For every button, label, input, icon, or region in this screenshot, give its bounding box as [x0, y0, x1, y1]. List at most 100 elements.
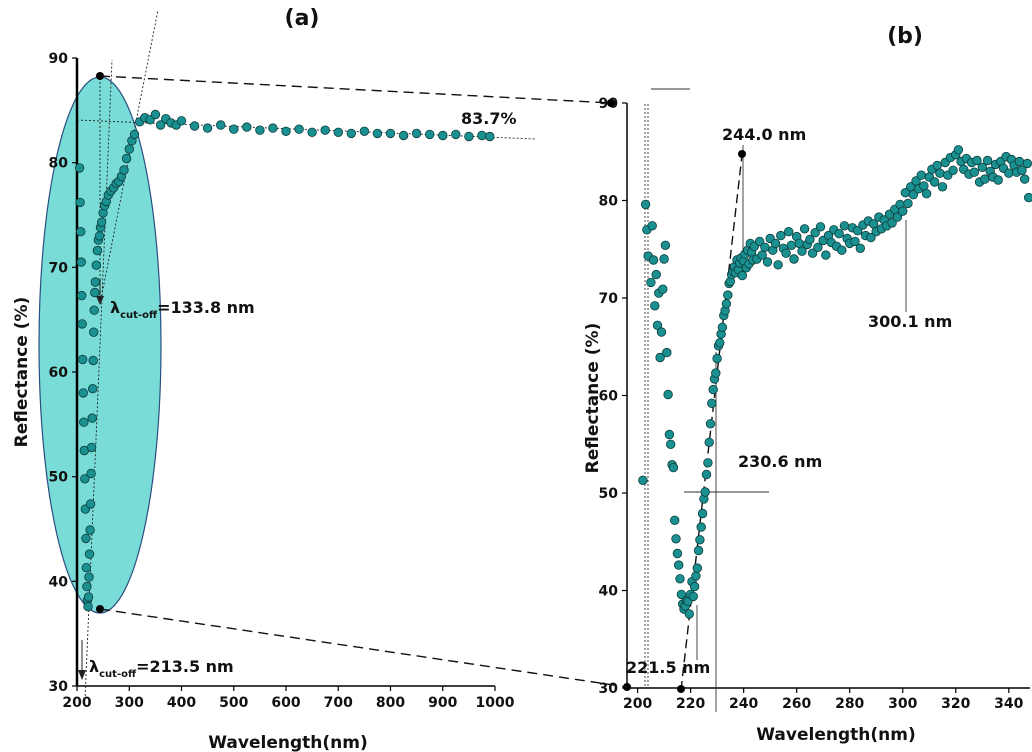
panel-a-y-axis-title: Reflectance (%): [12, 297, 32, 448]
panel-a-data-point: [81, 563, 92, 573]
panel-a-data-point: [81, 533, 91, 544]
panel-a-x-tick-label: 600: [271, 695, 300, 711]
panel-b-y-tick-label: 30: [599, 681, 619, 697]
panel-b-y-tick-label: 70: [599, 291, 619, 307]
panel-b-data-point: [646, 277, 656, 288]
panel-b-data-point: [647, 221, 657, 231]
panel-b-x-tick-label: 220: [676, 696, 705, 712]
panel-b-y-tick-label: 80: [599, 194, 619, 210]
panel-b-data-point: [1014, 156, 1025, 167]
panel-a-data-point: [90, 277, 101, 287]
panel-a-y-tick-label: 40: [49, 574, 69, 590]
panel-a-data-point: [425, 129, 435, 140]
panel-b-data-point: [721, 299, 732, 309]
panel-b-data-point: [1004, 168, 1014, 178]
panel-b-data-point: [853, 225, 863, 236]
panel-a-data-point: [83, 601, 93, 612]
panel-b-x-tick-label: 300: [888, 696, 917, 712]
panel-a-data-point: [88, 327, 99, 337]
panel-b-x-tick-label: 320: [941, 696, 970, 712]
panel-b-data-point: [688, 591, 699, 602]
panel-b-data-point: [650, 301, 660, 311]
panel-b-data-point: [651, 269, 661, 280]
panel-b-data-point: [701, 469, 712, 480]
panel-b-data-point: [932, 160, 942, 171]
cutoff-1-arrowhead: [96, 296, 104, 305]
panel-b-data-point: [696, 522, 706, 532]
panel-a-data-point: [91, 260, 102, 270]
panel-b-data-point: [676, 589, 687, 600]
panel-b-x-tick-label: 260: [782, 696, 811, 712]
panel-a-data-point: [438, 130, 448, 141]
panel-a-data-point: [150, 109, 161, 120]
cutoff-guide-line-1: [84, 59, 113, 701]
panel-b-data-point: [935, 168, 945, 178]
panel-b-data-point: [662, 347, 672, 358]
panel-b-data-point: [666, 439, 676, 450]
panel-a-x-tick-label: 1000: [476, 695, 515, 711]
annotation-230-nm: 230.6 nm: [738, 452, 822, 471]
zoom-connector-bottom: [99, 608, 628, 688]
panel-b-data-point: [723, 290, 733, 300]
panel-b-data-point: [972, 155, 982, 166]
panel-a-data-point: [87, 384, 98, 394]
panel-a-data-point: [76, 257, 86, 267]
panel-a-data-point: [359, 126, 370, 137]
panel-a-label: (a): [285, 6, 320, 31]
panel-b-data-point: [697, 508, 708, 519]
panel-b-data-point: [799, 224, 810, 234]
panel-b-data-point: [855, 243, 866, 254]
annotation-cutoff-1: λcut-off=133.8 nm: [110, 298, 255, 321]
tangent-start-marker: [677, 685, 685, 693]
panel-a-data-point: [320, 125, 330, 135]
panel-b-x-axis-title: Wavelength(nm): [756, 725, 915, 745]
panel-b-data-point: [1017, 165, 1027, 176]
panel-b-data-point: [670, 515, 680, 526]
panel-a-data-point: [89, 305, 99, 315]
panel-b-data-point: [684, 609, 695, 619]
panel-b-data-point: [715, 338, 725, 348]
panel-a-data-point: [485, 131, 495, 142]
panel-a-data-point: [85, 525, 95, 535]
panel-a-data-point: [451, 129, 461, 140]
panel-b-y-tick-label: 40: [599, 584, 619, 600]
panel-b-data-point: [916, 170, 927, 180]
panel-b-data-point: [658, 284, 668, 294]
panel-b-data-point: [789, 254, 799, 264]
panel-a-y-tick-label: 90: [49, 51, 69, 67]
panel-a-data-point: [86, 468, 96, 479]
panel-b-data-point: [693, 545, 704, 556]
panel-a-data-point: [94, 231, 105, 241]
panel-b-data-point: [773, 260, 783, 270]
panel-a-data-point: [85, 499, 96, 509]
panel-b-data-point: [953, 145, 964, 155]
cutoff-2-arrowhead: [78, 670, 86, 680]
panel-a-data-point: [124, 144, 135, 154]
panel-a-x-tick-label: 500: [219, 695, 248, 711]
panel-a-data-point: [90, 287, 100, 298]
panel-b-label: (b): [887, 24, 923, 49]
panel-b-data-point: [704, 437, 714, 448]
panel-b-data-point: [805, 234, 815, 245]
panel-a-x-tick-label: 800: [376, 695, 405, 711]
panel-b-data-point: [776, 230, 786, 241]
panel-b-data-point: [671, 534, 681, 544]
panel-a-data-point: [189, 121, 200, 131]
panel-a-data-point: [255, 125, 265, 135]
panel-b-data-point: [948, 165, 958, 176]
panel-b-data-point: [834, 228, 844, 239]
panel-b-data-point: [640, 199, 651, 210]
panel-a-data-point: [229, 124, 239, 134]
panel-a-data-point: [398, 130, 409, 141]
panel-b-data-point: [707, 398, 717, 409]
panel-a-data-point: [88, 355, 98, 366]
panel-a-data-point: [75, 197, 85, 208]
panel-b-data-point: [672, 548, 683, 559]
panel-a-x-tick-label: 700: [324, 695, 353, 711]
annotation-cutoff-2: λcut-off=213.5 nm: [89, 657, 234, 680]
panel-a-data-point: [92, 245, 103, 256]
panel-a-data-point: [346, 128, 357, 139]
panel-b-data-point: [898, 206, 908, 216]
annotation-plateau: 83.7%: [461, 109, 517, 128]
panel-b-data-point: [668, 462, 679, 473]
